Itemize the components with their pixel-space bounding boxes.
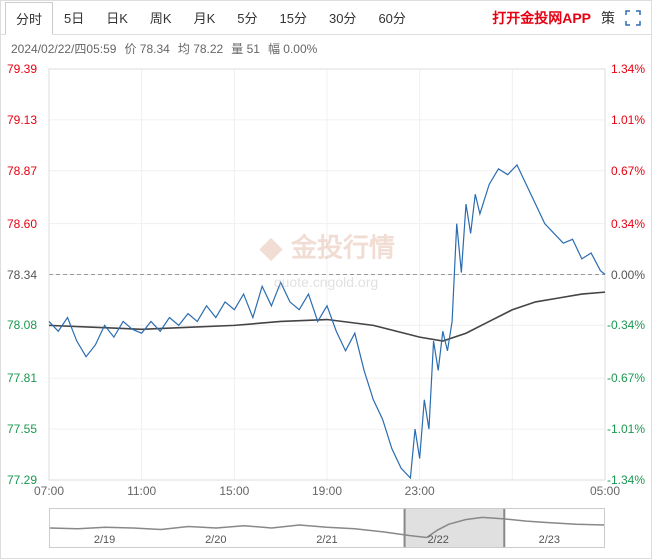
x-tick: 19:00 bbox=[312, 484, 342, 498]
tab-5分[interactable]: 5分 bbox=[226, 1, 268, 34]
y-left-tick: 78.34 bbox=[7, 268, 37, 282]
y-left-tick: 77.55 bbox=[7, 422, 37, 436]
x-tick: 07:00 bbox=[34, 484, 64, 498]
date-range-nav[interactable] bbox=[49, 508, 605, 548]
tab-日K[interactable]: 日K bbox=[95, 1, 139, 34]
y-left-tick: 77.81 bbox=[7, 371, 37, 385]
y-right-tick: -0.67% bbox=[607, 371, 645, 385]
y-left-tick: 78.08 bbox=[7, 318, 37, 332]
price-chart[interactable]: 金投行情 quote.cngold.org 79.3979.1378.8778.… bbox=[1, 61, 651, 502]
strategy-label[interactable]: 策 bbox=[597, 8, 619, 28]
tab-60分[interactable]: 60分 bbox=[367, 1, 416, 34]
fullscreen-icon[interactable] bbox=[625, 10, 641, 26]
x-tick: 15:00 bbox=[219, 484, 249, 498]
tab-5日[interactable]: 5日 bbox=[53, 1, 95, 34]
y-right-tick: 0.34% bbox=[611, 217, 645, 231]
y-right-tick: -0.34% bbox=[607, 318, 645, 332]
x-tick: 05:00 bbox=[590, 484, 620, 498]
time-period-tabs: 分时5日日K周K月K5分15分30分60分 打开金投网APP 策 bbox=[1, 1, 651, 35]
x-tick: 23:00 bbox=[405, 484, 435, 498]
y-left-tick: 78.60 bbox=[7, 217, 37, 231]
y-right-tick: 1.34% bbox=[611, 62, 645, 76]
tab-30分[interactable]: 30分 bbox=[318, 1, 367, 34]
datetime-text: 2024/02/22/四05:59 bbox=[11, 40, 116, 57]
tab-分时[interactable]: 分时 bbox=[5, 2, 53, 35]
tab-周K[interactable]: 周K bbox=[139, 1, 183, 34]
open-app-link[interactable]: 打开金投网APP bbox=[486, 8, 597, 28]
quote-info-bar: 2024/02/22/四05:59 价 78.34 均 78.22 量 51 幅… bbox=[1, 35, 651, 61]
y-right-tick: -1.01% bbox=[607, 422, 645, 436]
x-tick: 11:00 bbox=[127, 484, 156, 498]
y-right-tick: 1.01% bbox=[611, 113, 645, 127]
vol-group: 量 51 bbox=[231, 40, 260, 57]
y-left-tick: 77.29 bbox=[7, 473, 37, 487]
avg-group: 均 78.22 bbox=[178, 40, 223, 57]
y-left-tick: 79.13 bbox=[7, 113, 37, 127]
tab-月K[interactable]: 月K bbox=[183, 1, 227, 34]
y-left-tick: 78.87 bbox=[7, 164, 37, 178]
y-right-tick: 0.00% bbox=[611, 268, 645, 282]
amp-group: 幅 0.00% bbox=[268, 40, 317, 57]
tab-15分[interactable]: 15分 bbox=[269, 1, 318, 34]
y-left-tick: 79.39 bbox=[7, 62, 37, 76]
y-right-tick: 0.67% bbox=[611, 164, 645, 178]
price-group: 价 78.34 bbox=[124, 40, 169, 57]
